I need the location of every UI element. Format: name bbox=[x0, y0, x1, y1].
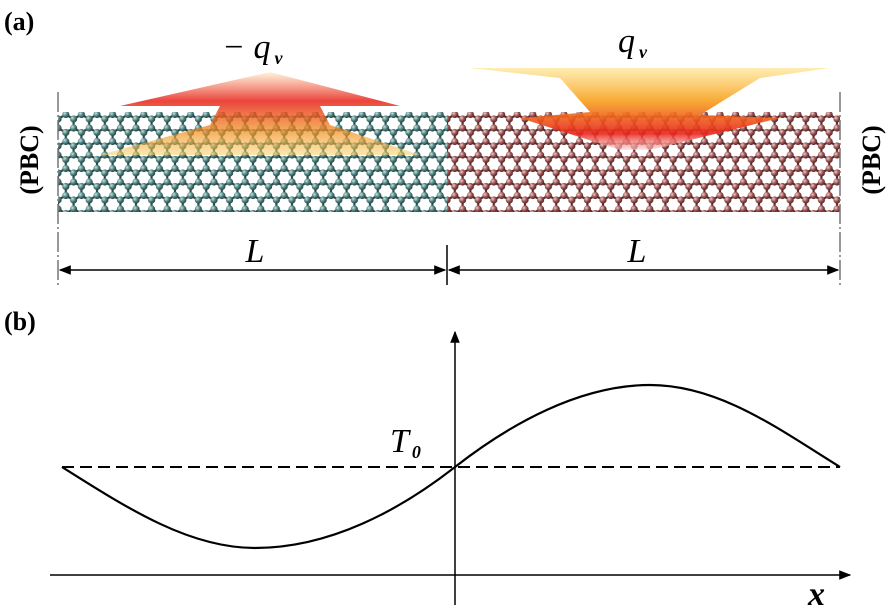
flux-subscript: v bbox=[274, 48, 283, 68]
x-axis-label: x bbox=[807, 576, 825, 609]
flux-symbol: q bbox=[618, 23, 635, 60]
reference-subscript: 0 bbox=[412, 442, 421, 462]
figure: (a) − qv qv (PBC) (PBC) L L (b) T0 x bbox=[0, 0, 893, 609]
length-label: L bbox=[245, 233, 265, 270]
panel-label: (b) bbox=[4, 307, 36, 336]
reference-symbol: T bbox=[390, 423, 411, 460]
boundary-label: (PBC) bbox=[15, 125, 44, 194]
panel-label: (a) bbox=[4, 7, 34, 36]
length-label: L bbox=[627, 233, 647, 270]
flux-symbol: − q bbox=[222, 29, 270, 66]
boundary-label: (PBC) bbox=[857, 125, 886, 194]
flux-subscript: v bbox=[639, 42, 648, 62]
